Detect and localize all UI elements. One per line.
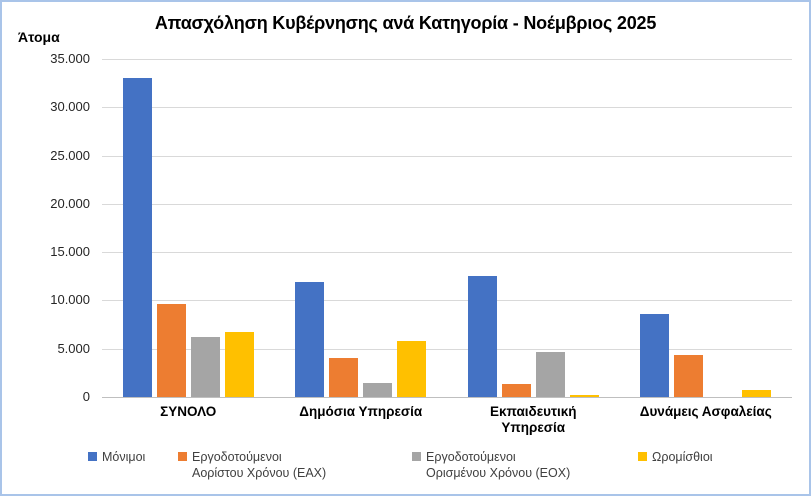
bar-group-3 — [447, 59, 620, 397]
bar[interactable] — [742, 390, 772, 397]
legend-item[interactable]: Ωρομίσθιοι — [638, 449, 713, 465]
bar-group-1 — [102, 59, 275, 397]
legend: Μόνιμοι Εργοδοτούμενοι Αορίστου Χρόνου (ΕΑ… — [2, 449, 809, 491]
bar[interactable] — [467, 276, 497, 397]
y-axis-tick-labels: 0 5.000 10.000 15.000 20.000 25.000 30.000 35.0… — [2, 51, 90, 404]
plot-area — [102, 59, 792, 398]
legend-item[interactable]: Εργοδοτούμενοι Ορισμένου Χρόνου (ΕΟΧ) — [412, 449, 570, 481]
bar[interactable] — [295, 282, 325, 397]
x-axis-category-labels: ΣΥΝΟΛΟ Δημόσια Υπηρεσία Εκπαιδευτική Υπηρεσ… — [102, 404, 792, 436]
bar-group-2 — [275, 59, 448, 397]
y-tick-label: 30.000 — [50, 99, 90, 114]
x-category-label: Εκπαιδευτική Υπηρεσία — [489, 404, 577, 435]
bar[interactable] — [535, 351, 565, 397]
y-tick-label: 35.000 — [50, 51, 90, 66]
y-tick-label: 20.000 — [50, 196, 90, 211]
bar[interactable] — [640, 313, 670, 397]
bar[interactable] — [122, 78, 152, 397]
y-tick-label: 0 — [82, 389, 90, 404]
legend-label: Μόνιμοι — [102, 450, 146, 464]
bar[interactable] — [363, 383, 393, 397]
legend-item[interactable]: Εργοδοτούμενοι Αορίστου Χρόνου (ΕΑΧ) — [178, 449, 326, 481]
legend-color-swatch — [178, 452, 187, 461]
y-tick-label: 15.000 — [50, 244, 90, 259]
x-category-label: ΣΥΝΟΛΟ — [160, 404, 217, 419]
bar[interactable] — [397, 341, 427, 397]
bar[interactable] — [190, 337, 220, 397]
gridline — [102, 300, 792, 301]
x-axis-line — [102, 397, 792, 398]
x-category-label: Δυνάμεις Ασφαλείας — [639, 404, 772, 419]
bar[interactable] — [156, 304, 186, 397]
gridline — [102, 59, 792, 60]
y-tick-label: 25.000 — [50, 148, 90, 163]
bar[interactable] — [674, 354, 704, 397]
bar-group-4 — [620, 59, 793, 397]
legend-label: Εργοδοτούμενοι Ορισμένου Χρόνου (ΕΟΧ) — [426, 450, 571, 480]
y-axis-title: Άτομα — [18, 29, 60, 45]
legend-label: Ωρομίσθιοι — [652, 450, 713, 464]
chart-title: Απασχόληση Κυβέρνησης ανά Κατηγορία - Νο… — [154, 13, 657, 33]
bar[interactable] — [501, 384, 531, 397]
y-tick-label: 5.000 — [57, 341, 90, 356]
legend-label: Εργοδοτούμενοι Αορίστου Χρόνου (ΕΑΧ) — [192, 450, 327, 480]
y-tick-label: 10.000 — [50, 292, 90, 307]
legend-color-swatch — [88, 452, 97, 461]
gridline — [102, 204, 792, 205]
gridline — [102, 252, 792, 253]
gridline — [102, 156, 792, 157]
bar-groups — [102, 59, 792, 397]
legend-color-swatch — [412, 452, 421, 461]
gridline — [102, 349, 792, 350]
bar[interactable] — [224, 332, 254, 397]
bar[interactable] — [329, 358, 359, 397]
bar[interactable] — [569, 395, 599, 397]
legend-item[interactable]: Μόνιμοι — [88, 449, 145, 465]
x-category-label: Δημόσια Υπηρεσία — [299, 404, 423, 419]
gridline — [102, 107, 792, 108]
legend-color-swatch — [638, 452, 647, 461]
